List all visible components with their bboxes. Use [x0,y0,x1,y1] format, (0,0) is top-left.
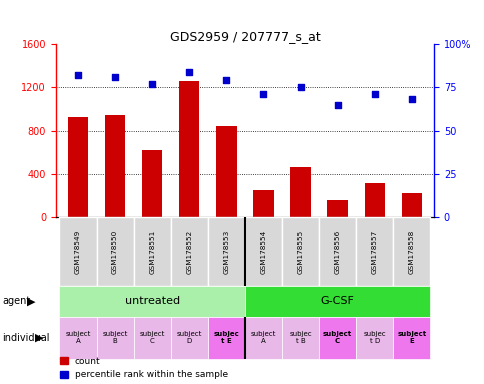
Text: agent: agent [2,296,30,306]
Bar [60,286,244,317]
Bar [60,317,96,359]
Text: GSM178555: GSM178555 [297,229,303,274]
Bar [393,317,429,359]
Text: GSM178556: GSM178556 [334,229,340,274]
Point [222,78,230,84]
Text: subject
B: subject B [102,331,128,344]
Bar [208,217,244,286]
Bar [355,217,393,286]
Bar [253,190,273,217]
Text: ▶: ▶ [27,296,35,306]
Bar [364,184,384,217]
Bar [244,217,281,286]
Text: untreated: untreated [124,296,180,306]
Text: subject
C: subject C [322,331,351,344]
Bar [105,116,125,217]
Text: GSM178553: GSM178553 [223,229,229,274]
Bar [327,200,347,217]
Bar [401,193,421,217]
Bar [290,167,310,217]
Text: subject
A: subject A [250,331,275,344]
Bar [244,317,281,359]
Text: subjec
t D: subjec t D [363,331,385,344]
Text: GSM178551: GSM178551 [149,229,155,274]
Bar [134,317,170,359]
Bar [393,217,429,286]
Bar [244,286,429,317]
Point [370,91,378,98]
Text: GSM178558: GSM178558 [408,229,414,274]
Bar [96,217,134,286]
Point [259,91,267,98]
Bar [281,317,318,359]
Title: GDS2959 / 207777_s_at: GDS2959 / 207777_s_at [169,30,319,43]
Text: GSM178552: GSM178552 [186,229,192,274]
Point [296,84,304,91]
Bar [318,217,355,286]
Bar [208,317,244,359]
Point [185,69,193,75]
Bar [60,217,96,286]
Text: subject
C: subject C [139,331,165,344]
Bar [142,150,162,217]
Text: individual: individual [2,333,50,343]
Bar [170,217,208,286]
Bar [134,217,170,286]
Bar [281,217,318,286]
Text: ▶: ▶ [35,333,44,343]
Text: GSM178550: GSM178550 [112,229,118,274]
Point [407,96,415,103]
Text: G-CSF: G-CSF [320,296,354,306]
Text: GSM178549: GSM178549 [75,229,81,274]
Point [333,101,341,108]
Text: subject
A: subject A [65,331,91,344]
Text: subject
D: subject D [176,331,201,344]
Text: GSM178557: GSM178557 [371,229,377,274]
Bar [179,81,199,217]
Text: subject
E: subject E [396,331,425,344]
Bar [96,317,134,359]
Bar [318,317,355,359]
Text: subjec
t E: subjec t E [213,331,239,344]
Text: subjec
t B: subjec t B [288,331,311,344]
Point [74,72,82,78]
Bar [170,317,208,359]
Text: GSM178554: GSM178554 [260,229,266,274]
Point [111,74,119,80]
Bar [355,317,393,359]
Legend: count, percentile rank within the sample: count, percentile rank within the sample [60,357,227,379]
Point [148,81,156,87]
Bar [216,126,236,217]
Bar [68,116,88,217]
